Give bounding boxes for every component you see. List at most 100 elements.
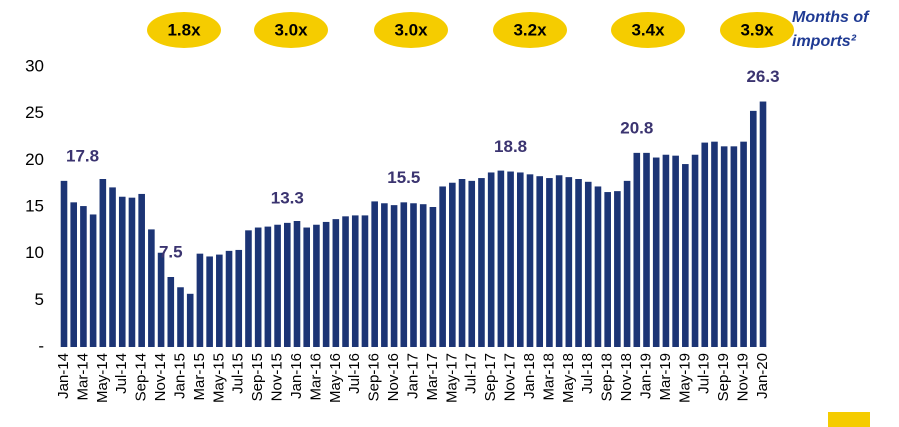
data-label: 20.8	[620, 118, 653, 137]
x-tick-label: May-17	[443, 353, 460, 403]
y-tick-label: 10	[25, 243, 44, 262]
bar	[672, 155, 679, 347]
x-tick-label: Jul-18	[579, 353, 596, 394]
x-tick-label: Nov-18	[618, 353, 635, 401]
y-tick-label: 25	[25, 103, 44, 122]
x-tick-label: Nov-16	[385, 353, 402, 401]
multiple-label: 3.2x	[513, 20, 547, 39]
bar	[361, 215, 369, 347]
bar	[332, 219, 340, 347]
multiple-label: 3.0x	[394, 20, 428, 39]
x-tick-label: Jul-19	[696, 353, 713, 394]
bar	[264, 226, 272, 347]
bar	[759, 101, 767, 348]
x-tick-label: Mar-18	[540, 353, 557, 401]
multiple-badge	[720, 12, 794, 48]
bar	[478, 178, 485, 347]
x-tick-label: Nov-14	[152, 353, 169, 401]
x-tick-label: May-19	[676, 353, 693, 403]
y-tick-label: 5	[35, 290, 44, 309]
bar	[80, 206, 87, 347]
y-tick-label: -	[38, 336, 44, 355]
x-tick-label: Jan-15	[171, 353, 188, 399]
bar	[60, 180, 68, 347]
bar	[410, 203, 417, 347]
x-tick-label: May-14	[94, 353, 111, 403]
bar	[216, 254, 223, 347]
bar	[468, 180, 476, 347]
bar	[740, 141, 747, 347]
bar	[118, 196, 126, 347]
x-tick-label: Jul-17	[463, 353, 480, 394]
bar	[682, 164, 689, 347]
bar	[99, 179, 107, 347]
bar	[623, 180, 631, 347]
x-tick-label: Sep-14	[133, 353, 150, 401]
data-label: 7.5	[159, 242, 183, 261]
x-tick-label: Mar-14	[74, 353, 91, 401]
bar	[449, 182, 456, 347]
bar	[89, 214, 97, 347]
bar	[245, 230, 252, 347]
data-label: 13.3	[271, 188, 304, 207]
bar	[313, 224, 320, 347]
multiple-badge	[493, 12, 567, 48]
bar	[167, 277, 175, 347]
x-tick-label: Sep-16	[366, 353, 383, 401]
bar	[565, 177, 573, 347]
y-tick-label: 30	[25, 56, 44, 75]
bar	[225, 250, 233, 347]
bar	[497, 170, 505, 347]
bar	[701, 142, 709, 347]
bar	[614, 191, 621, 347]
x-tick-label: Mar-17	[424, 353, 441, 401]
x-tick-label: Sep-18	[599, 353, 616, 401]
bar	[652, 157, 660, 347]
multiple-label: 3.9x	[740, 20, 774, 39]
bar	[371, 201, 378, 347]
bar	[128, 197, 136, 347]
bar	[604, 192, 611, 347]
bar	[303, 227, 311, 347]
bar	[643, 152, 650, 347]
bar	[429, 207, 437, 347]
multiple-label: 1.8x	[167, 20, 201, 39]
x-tick-label: Jan-16	[288, 353, 305, 399]
y-tick-label: 20	[25, 150, 44, 169]
x-tick-label: Jan-18	[521, 353, 538, 399]
multiple-badge	[147, 12, 221, 48]
x-tick-label: Sep-15	[249, 353, 266, 401]
x-tick-label: Nov-19	[735, 353, 752, 401]
x-tick-label: Nov-17	[502, 353, 519, 401]
bar	[516, 172, 524, 347]
bar	[254, 227, 262, 347]
x-tick-label: Mar-19	[657, 353, 674, 401]
legend-text: Months of	[792, 9, 870, 26]
y-tick-label: 15	[25, 196, 44, 215]
x-tick-label: Jul-14	[113, 353, 130, 394]
bar	[507, 171, 514, 347]
bar	[322, 221, 330, 347]
bar	[439, 186, 446, 347]
bar	[458, 179, 466, 347]
bar	[691, 154, 699, 347]
multiple-badge	[611, 12, 685, 48]
data-label: 15.5	[387, 168, 420, 187]
multiple-badge	[254, 12, 328, 48]
multiple-label: 3.0x	[274, 20, 308, 39]
x-tick-label: Jan-17	[404, 353, 421, 399]
bar	[177, 287, 184, 347]
bar	[235, 249, 243, 347]
bar	[293, 221, 301, 347]
data-label: 26.3	[746, 67, 779, 86]
x-tick-label: Mar-16	[307, 353, 324, 401]
multiple-label: 3.4x	[631, 20, 665, 39]
bar	[283, 222, 291, 347]
bar	[730, 146, 738, 347]
bar	[575, 179, 582, 347]
bar	[342, 216, 349, 347]
bar	[720, 146, 728, 347]
x-tick-label: Jul-15	[230, 353, 247, 394]
bar	[390, 205, 398, 347]
